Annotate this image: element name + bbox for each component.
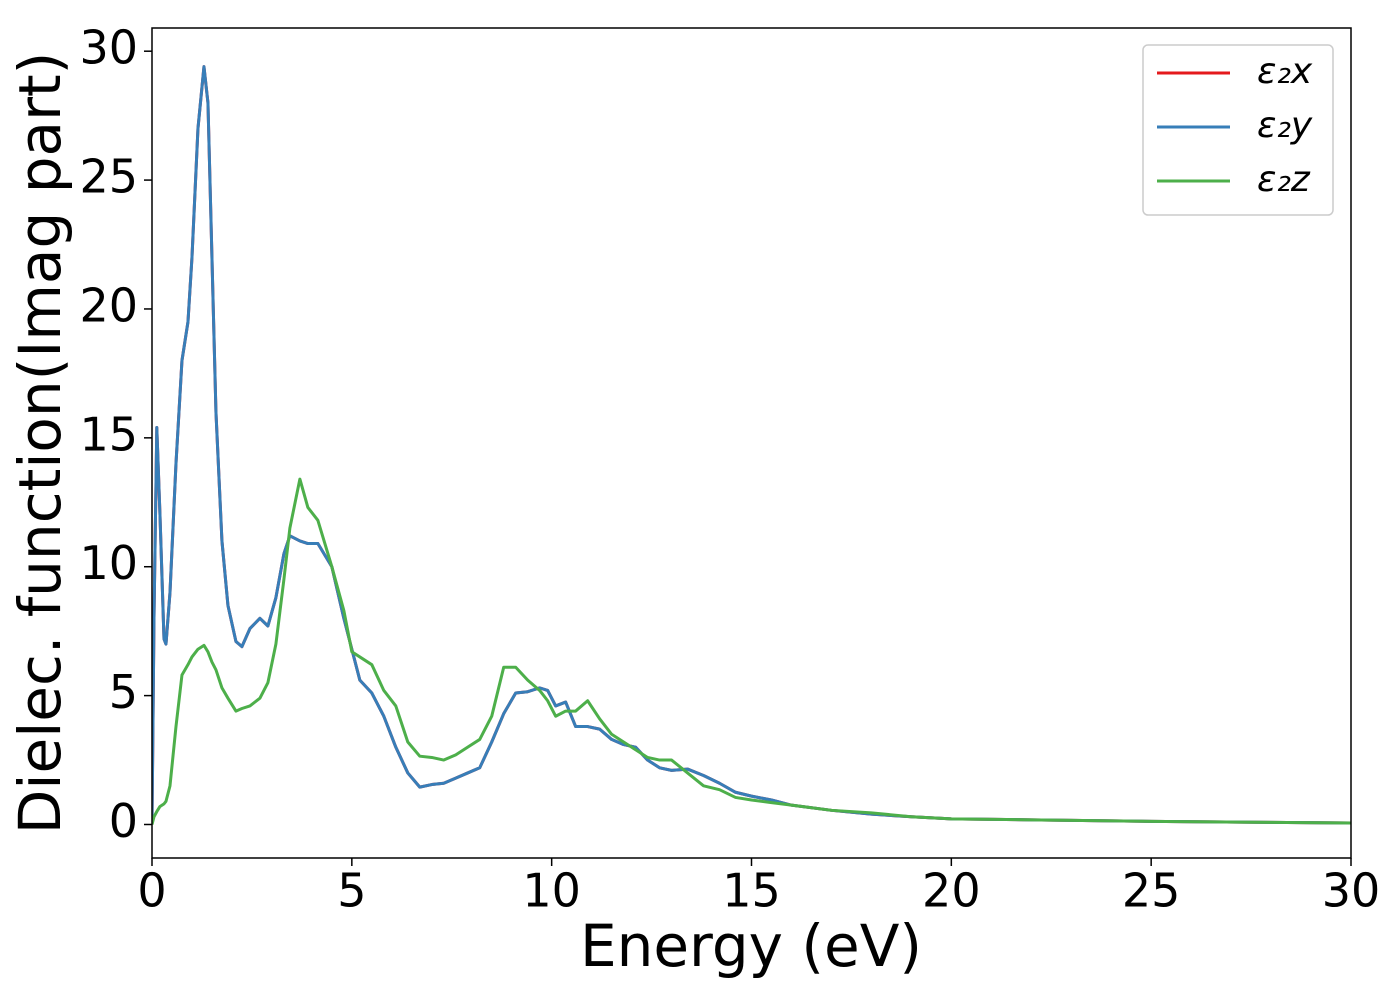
- y-tick-label: 5: [109, 665, 138, 719]
- legend-box: [1142, 44, 1334, 216]
- y-tick-label: 25: [79, 150, 138, 204]
- y-axis-label: Dielec. function(Imag part): [6, 52, 74, 835]
- y-tick-label: 30: [79, 21, 138, 75]
- x-tick-label: 15: [722, 864, 781, 918]
- x-tick-label: 25: [1122, 864, 1181, 918]
- x-tick-label: 20: [922, 864, 981, 918]
- x-tick-label: 5: [337, 864, 366, 918]
- x-tick-label: 0: [137, 864, 166, 918]
- y-tick-label: 20: [79, 278, 138, 332]
- plot-lines: [152, 65, 1351, 825]
- x-axis-label: Energy (eV): [580, 912, 922, 980]
- legend: ε₂x ε₂y ε₂z: [1142, 44, 1334, 216]
- plot-frame: [151, 27, 1352, 859]
- series-line: [152, 65, 1351, 825]
- series-line: [152, 477, 1351, 825]
- legend-label: ε₂z: [1257, 159, 1311, 200]
- legend-label: ε₂y: [1257, 105, 1313, 146]
- y-tick-label: 0: [109, 794, 138, 848]
- y-tick-label: 15: [79, 407, 138, 461]
- x-tick-label: 10: [522, 864, 581, 918]
- y-tick-label: 10: [79, 536, 138, 590]
- legend-label: ε₂x: [1257, 51, 1313, 92]
- x-tick-label: 30: [1322, 864, 1381, 918]
